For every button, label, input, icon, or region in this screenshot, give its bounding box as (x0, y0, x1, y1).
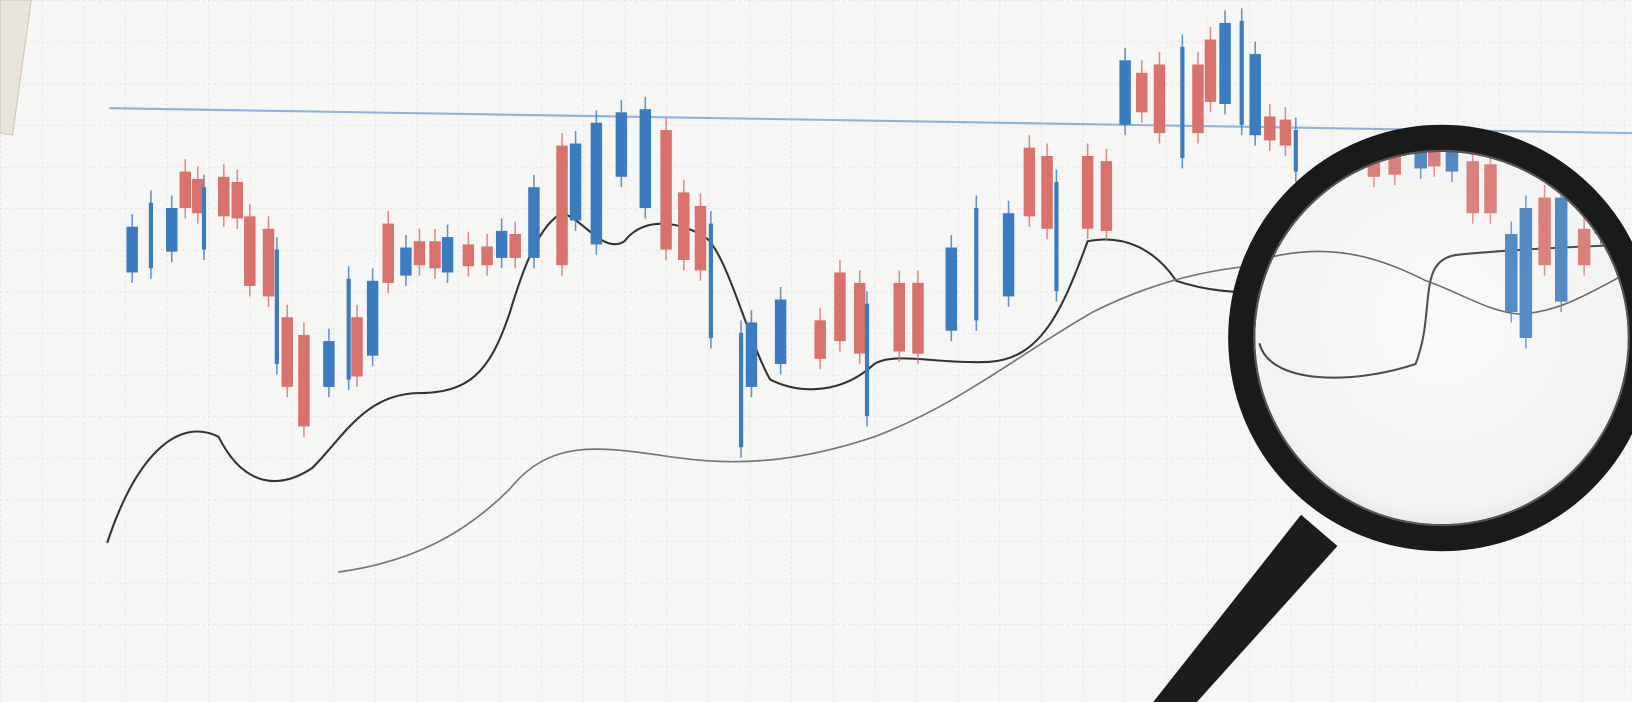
candle-body (262, 228, 275, 297)
candle-body (694, 205, 707, 271)
candle-body (400, 247, 412, 276)
candle-body (853, 282, 866, 354)
candle-body (462, 244, 475, 267)
candle-body (366, 280, 379, 356)
candle-body (441, 237, 454, 273)
candle-body (201, 187, 207, 250)
candle-body (1279, 119, 1292, 146)
candle-body (218, 176, 230, 217)
candle-body (274, 249, 279, 364)
candle-body (509, 234, 521, 258)
candle-body (382, 223, 394, 283)
candle-body (615, 112, 628, 177)
candle-body (495, 230, 508, 258)
candle-body (945, 247, 958, 331)
candle-body (1002, 213, 1015, 297)
candle-body (974, 208, 979, 321)
candle-body (351, 317, 363, 377)
candle-body (678, 192, 690, 260)
lens-handle (1153, 514, 1338, 702)
candle-body (834, 272, 846, 342)
candle-body (346, 278, 351, 380)
candle-body (1293, 130, 1298, 172)
candlesticks (126, 8, 1298, 458)
candle-body (192, 178, 204, 214)
candle-body (148, 202, 153, 269)
candle-body (126, 226, 138, 273)
candle-body (639, 109, 652, 208)
candle-body (864, 303, 870, 416)
candle-body (590, 122, 603, 245)
paper-corner (0, 0, 32, 136)
candle-body (1192, 64, 1204, 134)
candle-body (814, 320, 826, 359)
candle-body (481, 246, 493, 266)
candle-body (429, 241, 441, 269)
candle-body (244, 216, 256, 286)
lens-view (1254, 150, 1629, 526)
candle-body (1054, 182, 1059, 292)
candle-body (1239, 20, 1244, 125)
candle-body (660, 130, 672, 250)
candle-body (231, 182, 244, 219)
candle-body (281, 317, 293, 387)
candle-body (745, 322, 758, 387)
candle-body (1249, 54, 1261, 136)
lens-rim (1228, 124, 1632, 552)
candle-body (1119, 60, 1131, 125)
candle-body (1023, 147, 1036, 217)
candle-body (569, 143, 582, 221)
candle-body (774, 299, 787, 364)
candle-body (166, 208, 178, 252)
candle-body (528, 187, 540, 258)
candle-body (298, 334, 310, 427)
candle-body (893, 282, 905, 352)
candle-body (1100, 161, 1113, 231)
candle-body (738, 332, 744, 448)
candle-body (1153, 64, 1166, 134)
candle-body (1041, 156, 1053, 229)
candle-body (556, 145, 568, 266)
candle-body (1136, 72, 1148, 113)
lens-rim-inner (1253, 149, 1630, 527)
candle-body (1204, 39, 1217, 102)
candle-body (708, 223, 713, 338)
moving-average-long (338, 264, 1260, 573)
candle-body (1081, 156, 1094, 229)
candle-body (1264, 116, 1276, 141)
candle-body (912, 282, 924, 354)
candle-body (1180, 46, 1185, 159)
lens-glass (1254, 150, 1629, 526)
resistance-line (109, 107, 1632, 135)
candle-body (179, 171, 191, 208)
candle-body (323, 341, 335, 387)
candle-body (1219, 22, 1231, 105)
moving-average-short (106, 212, 1260, 544)
candle-body (413, 241, 426, 266)
